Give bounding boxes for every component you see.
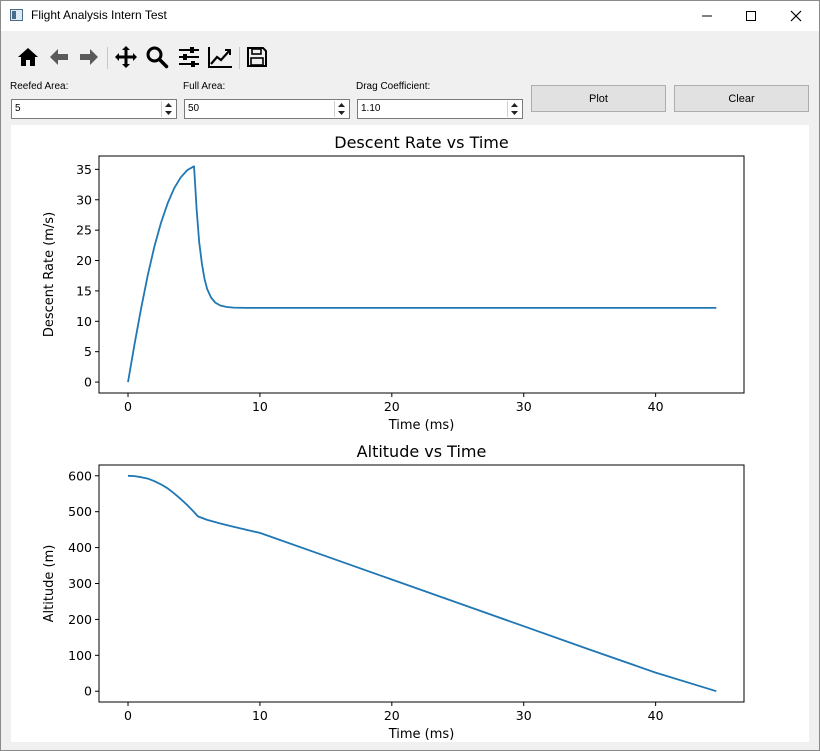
up-triangle-icon [165, 103, 172, 107]
reefed-area-spinbox[interactable]: 5 [11, 99, 177, 119]
pan-icon [115, 46, 137, 68]
close-button[interactable] [773, 1, 819, 31]
y-axis-label: Descent Rate (m/s) [42, 212, 57, 337]
y-tick-label: 10 [76, 314, 92, 329]
chart-title: Altitude vs Time [357, 442, 487, 461]
y-axis-label: Altitude (m) [42, 545, 57, 623]
y-tick-label: 5 [84, 344, 92, 359]
axes-frame [98, 155, 745, 394]
y-tick-label: 30 [76, 192, 92, 207]
back-button[interactable] [46, 43, 72, 71]
axes-frame [98, 464, 745, 703]
x-tick-label: 20 [384, 708, 400, 723]
down-triangle-icon [511, 111, 518, 115]
y-tick-label: 300 [68, 576, 92, 591]
zoom-icon [146, 46, 169, 69]
back-arrow-icon [50, 49, 68, 65]
y-tick-label: 35 [76, 162, 92, 177]
minimize-icon [702, 15, 712, 17]
up-triangle-icon [511, 103, 518, 107]
x-tick-label: 40 [648, 399, 664, 414]
chart-1: Descent Rate vs Time 0 10 20 30 40 0 5 10 15 20 25 3… [42, 133, 745, 433]
x-tick-label: 40 [648, 708, 664, 723]
app-icon [10, 9, 23, 21]
y-tick-label: 200 [68, 612, 92, 627]
forward-arrow-icon [80, 49, 98, 65]
forward-button[interactable] [76, 43, 102, 71]
edit-axis-button[interactable] [207, 43, 233, 71]
drag-coefficient-spinbox[interactable]: 1.10 [357, 99, 523, 119]
spinbox-arrows [507, 101, 521, 117]
navigation-toolbar [1, 39, 819, 75]
drag-coefficient-value[interactable]: 1.10 [361, 103, 381, 114]
reefed-area-label: Reefed Area: [10, 81, 69, 92]
full-area-label: Full Area: [183, 81, 226, 92]
up-triangle-icon [338, 103, 345, 107]
y-tick-label: 600 [68, 468, 92, 483]
spin-up-button[interactable] [162, 101, 175, 109]
spin-down-button[interactable] [508, 109, 521, 117]
save-icon [247, 47, 267, 67]
x-axis-label: Time (ms) [388, 418, 455, 433]
y-tick-label: 100 [68, 648, 92, 663]
spinbox-arrows [334, 101, 348, 117]
spinbox-arrows [161, 101, 175, 117]
down-triangle-icon [338, 111, 345, 115]
edit-axis-icon [208, 47, 232, 68]
zoom-button[interactable] [144, 43, 170, 71]
y-tick-label: 20 [76, 253, 92, 268]
y-tick-label: 0 [84, 684, 92, 699]
y-tick-label: 400 [68, 540, 92, 555]
x-tick-label: 20 [384, 399, 400, 414]
maximize-icon [746, 11, 756, 21]
y-tick-label: 25 [76, 223, 92, 238]
plot-button[interactable]: Plot [531, 85, 666, 112]
drag-coefficient-label: Drag Coefficient: [356, 81, 431, 92]
series-line [127, 474, 717, 693]
spin-up-button[interactable] [508, 101, 521, 109]
y-tick-label: 0 [84, 375, 92, 390]
x-tick-label: 0 [124, 399, 132, 414]
plot-canvas[interactable]: Descent Rate vs Time 0 10 20 30 40 0 5 10 15 20 25 3… [11, 125, 809, 742]
x-tick-label: 0 [124, 708, 132, 723]
toolbar-separator [239, 47, 240, 69]
x-tick-label: 10 [252, 708, 268, 723]
clear-button[interactable]: Clear [674, 85, 809, 112]
pan-button[interactable] [113, 43, 139, 71]
spin-down-button[interactable] [335, 109, 348, 117]
title-bar[interactable]: Flight Analysis Intern Test [1, 1, 819, 31]
configure-subplots-icon [179, 47, 199, 67]
minimize-button[interactable] [684, 1, 730, 31]
y-tick-label: 500 [68, 504, 92, 519]
maximize-button[interactable] [728, 1, 774, 31]
full-area-spinbox[interactable]: 50 [184, 99, 350, 119]
reefed-area-value[interactable]: 5 [15, 103, 21, 114]
chart-title: Descent Rate vs Time [334, 133, 508, 152]
y-tick-label: 15 [76, 283, 92, 298]
x-tick-label: 10 [252, 399, 268, 414]
home-icon [18, 48, 38, 66]
full-area-value[interactable]: 50 [188, 103, 200, 114]
home-button[interactable] [15, 43, 41, 71]
close-icon [790, 10, 802, 22]
window-title: Flight Analysis Intern Test [31, 8, 167, 22]
save-button[interactable] [244, 43, 270, 71]
down-triangle-icon [165, 111, 172, 115]
x-axis-label: Time (ms) [388, 727, 455, 742]
series-line [127, 165, 717, 383]
toolbar-separator [107, 47, 108, 69]
x-tick-label: 30 [516, 708, 532, 723]
x-tick-label: 30 [516, 399, 532, 414]
spin-down-button[interactable] [162, 109, 175, 117]
spin-up-button[interactable] [335, 101, 348, 109]
configure-subplots-button[interactable] [176, 43, 202, 71]
